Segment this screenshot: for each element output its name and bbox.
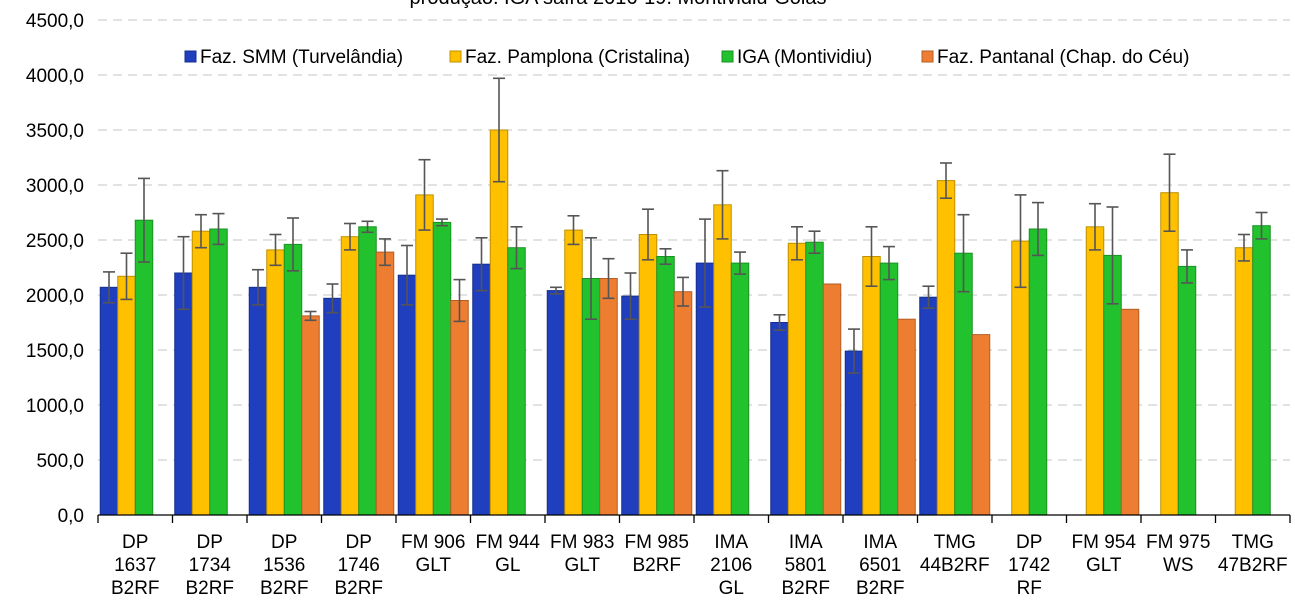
bar	[323, 297, 342, 516]
legend-label: Faz. SMM (Turvelândia)	[200, 47, 403, 68]
bar	[713, 204, 732, 516]
bar	[1028, 228, 1048, 516]
bar	[415, 194, 434, 516]
x-tick-label: IMA 6501 B2RF	[856, 532, 905, 599]
x-tick-label: FM 985 B2RF	[625, 532, 689, 576]
x-tick-label: TMG 44B2RF	[920, 532, 990, 576]
bar	[432, 221, 452, 516]
y-tick-label: 1000,0	[26, 396, 84, 417]
legend-label: IGA (Montividiu)	[737, 47, 872, 68]
y-tick-label: 4500,0	[26, 11, 84, 32]
bar	[340, 236, 360, 516]
y-tick-label: 3000,0	[26, 176, 84, 197]
x-tick-label: DP 1536 B2RF	[260, 532, 309, 599]
bar	[1085, 226, 1105, 516]
x-tick-label: DP 1742 RF	[1008, 532, 1050, 599]
bar	[879, 262, 899, 516]
x-tick-label: DP 1734 B2RF	[185, 532, 234, 599]
bar	[472, 263, 491, 516]
bar	[489, 129, 509, 516]
bar	[897, 318, 916, 516]
x-tick-label: IMA 2106 GL	[710, 532, 752, 599]
bar	[730, 262, 750, 516]
bar	[1160, 192, 1179, 516]
bar	[621, 295, 640, 516]
legend-swatch	[449, 50, 462, 63]
y-axis-tick-labels: 0,0 500,0 1000,0 1500,0 2000,0 2500,0 3000,0 35…	[26, 11, 84, 527]
x-tick-label: FM 954 GLT	[1072, 532, 1137, 576]
bar	[638, 234, 658, 516]
bar	[862, 256, 881, 516]
bar	[673, 291, 693, 516]
x-tick-label: TMG 47B2RF	[1218, 532, 1288, 576]
bar	[844, 350, 864, 516]
bar	[787, 242, 807, 516]
x-tick-label: DP 1637 B2RF	[111, 532, 160, 599]
y-tick-label: 2000,0	[26, 286, 84, 307]
bar	[375, 251, 395, 516]
legend-swatch	[721, 50, 734, 63]
bar	[191, 230, 211, 516]
bar	[770, 322, 789, 516]
x-tick-label: FM 983 GLT	[550, 532, 614, 576]
bar	[99, 286, 119, 516]
bar	[397, 274, 417, 516]
x-tick-label: IMA 5801 B2RF	[781, 532, 830, 599]
y-tick-label: 2500,0	[26, 231, 84, 252]
bar-marks	[99, 129, 1271, 516]
bar	[117, 275, 136, 516]
bar	[599, 278, 618, 516]
bar	[266, 249, 285, 516]
bar	[1252, 225, 1271, 516]
bar	[919, 296, 938, 516]
bar	[971, 334, 991, 516]
bar	[1234, 247, 1254, 516]
x-axis	[97, 514, 1291, 523]
bar	[301, 315, 320, 516]
legend-swatch	[921, 50, 934, 63]
x-tick-label: DP 1746 B2RF	[334, 532, 383, 599]
x-axis-category-labels: DP 1637 B2RF DP 1734 B2RF DP 1536 B2RF DP 1746 B2RF…	[111, 532, 1288, 599]
y-tick-label: 1500,0	[26, 341, 84, 362]
y-tick-label: 3500,0	[26, 121, 84, 142]
legend-label: Faz. Pamplona (Cristalina)	[465, 47, 690, 68]
y-tick-label: 500,0	[36, 451, 84, 472]
x-tick-label: FM 944 GL	[476, 532, 541, 576]
bar	[805, 241, 824, 516]
y-tick-label: 0,0	[58, 506, 84, 527]
bar	[564, 229, 583, 516]
legend-label: Faz. Pantanal (Chap. do Céu)	[937, 47, 1189, 68]
bar	[507, 247, 526, 516]
legend: Faz. SMM (Turvelândia) Faz. Pamplona (Cri…	[184, 47, 1189, 68]
x-tick-label: FM 906 GLT	[401, 532, 465, 576]
bar	[1120, 308, 1140, 516]
y-tick-label: 4000,0	[26, 66, 84, 87]
bar	[358, 226, 377, 516]
bar	[283, 243, 303, 516]
bar	[656, 256, 675, 516]
bar	[1177, 265, 1197, 516]
error-bars	[103, 77, 1268, 374]
bar	[209, 228, 228, 516]
chart-title: produção. IGA safra 2016-19. Montividiu-…	[410, 0, 827, 9]
bar	[822, 283, 842, 516]
bar	[450, 300, 469, 516]
legend-swatch	[184, 50, 197, 63]
bar	[936, 180, 956, 516]
x-tick-label: FM 975 WS	[1146, 532, 1210, 576]
bar	[134, 219, 154, 516]
bar	[546, 290, 566, 516]
bar	[248, 286, 268, 516]
